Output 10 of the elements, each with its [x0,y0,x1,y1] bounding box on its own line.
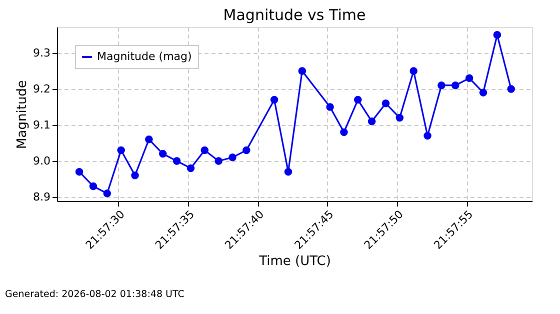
x-axis-title: Time (UTC) [258,254,331,270]
chart-title: Magnitude vs Time [223,6,366,24]
y-axis-title: Magnitude [15,80,30,149]
y-tick-label: 9.3 [33,46,50,60]
text: Generated: 2026-08-02 01:38:48 UTC [5,289,185,300]
y-tick-label: 8.9 [33,190,50,204]
y-tick-label: 9.2 [33,82,50,96]
legend-label: Magnitude (mag) [97,50,192,63]
y-tick-label: 9.1 [33,118,50,132]
y-tick-label: 9.0 [33,154,50,168]
